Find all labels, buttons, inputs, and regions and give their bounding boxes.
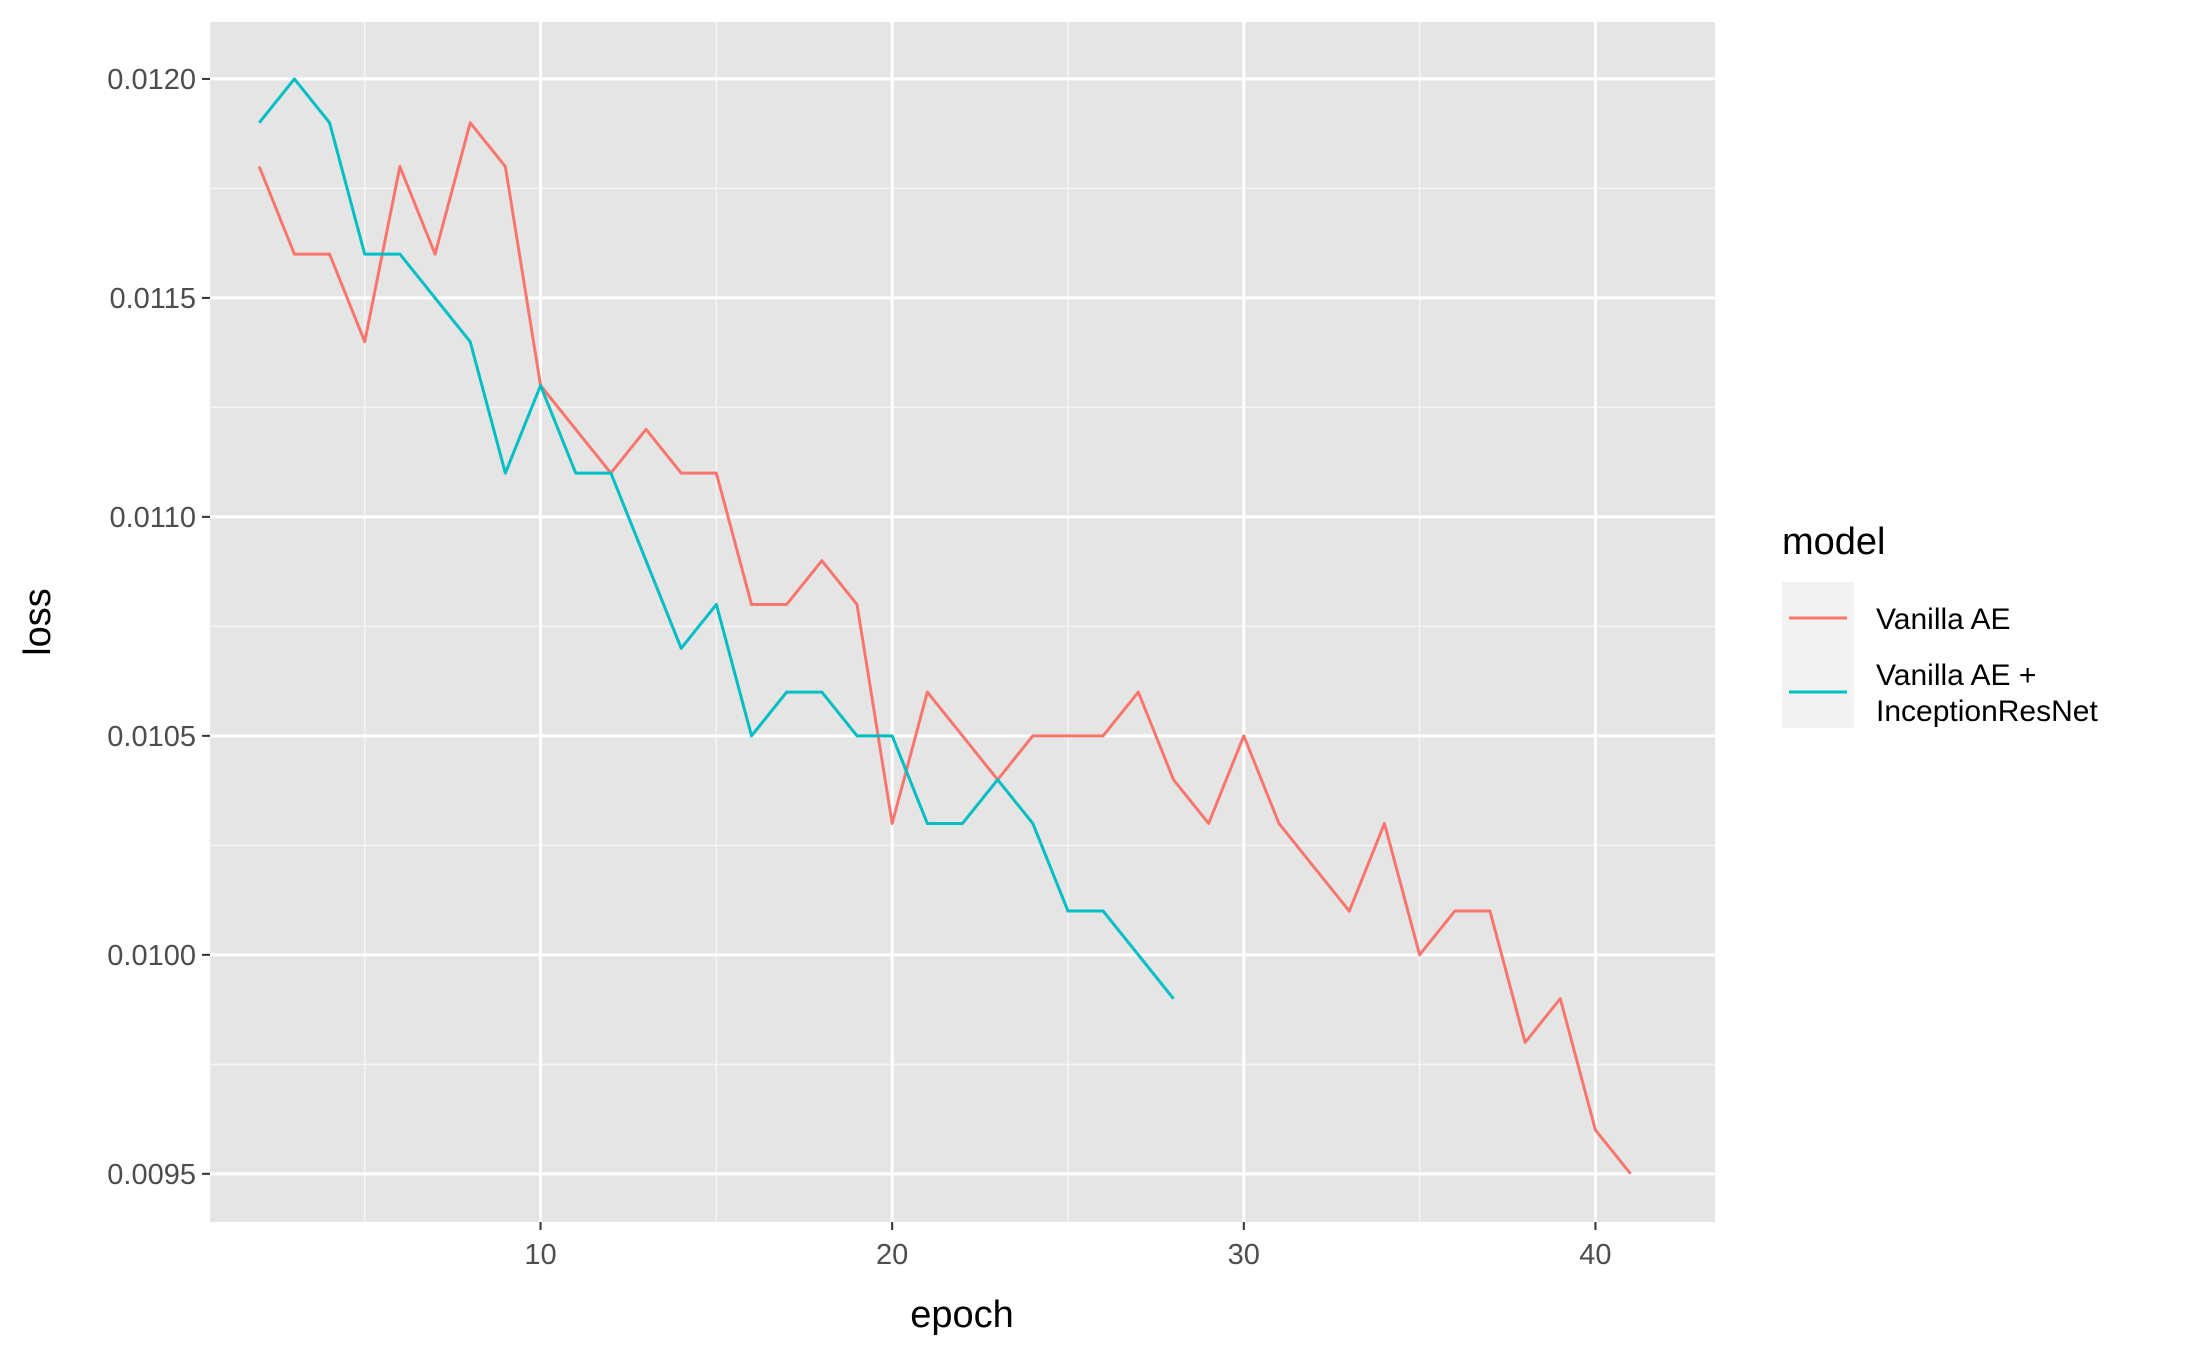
y-tick-label: 0.0095: [107, 1159, 196, 1191]
legend-label: Vanilla AE + InceptionResNet: [1876, 659, 2098, 728]
legend-label-line: InceptionResNet: [1876, 695, 2098, 728]
x-tick-label: 40: [1579, 1239, 1611, 1271]
y-tick-label: 0.0110: [109, 502, 196, 534]
series-lines: [257, 77, 1632, 1175]
y-tick-label: 0.0100: [107, 940, 196, 972]
x-tick-label: 20: [876, 1239, 908, 1271]
legend-label-line: Vanilla AE +: [1876, 659, 2036, 692]
major-gridlines: [210, 22, 1715, 1222]
y-axis: 0.0095 0.0100 0.0105 0.0110 0.0115 0.0120: [107, 64, 210, 1191]
legend-key-background: [1782, 582, 1854, 728]
legend-label: Vanilla AE: [1876, 603, 2011, 636]
x-axis: 10 20 30 40: [524, 1222, 1612, 1271]
legend-entries: Vanilla AE Vanilla AE + InceptionResNet: [1789, 603, 2098, 728]
legend-title: model: [1782, 521, 1886, 563]
x-axis-title: epoch: [910, 1294, 1014, 1336]
plot-panel: [210, 22, 1715, 1222]
y-axis-title: loss: [17, 588, 59, 656]
x-tick-label: 10: [524, 1239, 556, 1271]
y-tick-label: 0.0120: [107, 64, 196, 96]
y-tick-label: 0.0115: [109, 283, 196, 315]
legend: model Vanilla AE Vanilla AE + InceptionRes…: [1782, 521, 2098, 728]
x-tick-label: 30: [1228, 1239, 1260, 1271]
series-line-1: [257, 121, 1632, 1175]
minor-gridlines: [210, 22, 1715, 1222]
legend-label-line: Vanilla AE: [1876, 603, 2011, 636]
series-line-2: [258, 77, 1175, 1000]
y-tick-label: 0.0105: [107, 721, 196, 753]
